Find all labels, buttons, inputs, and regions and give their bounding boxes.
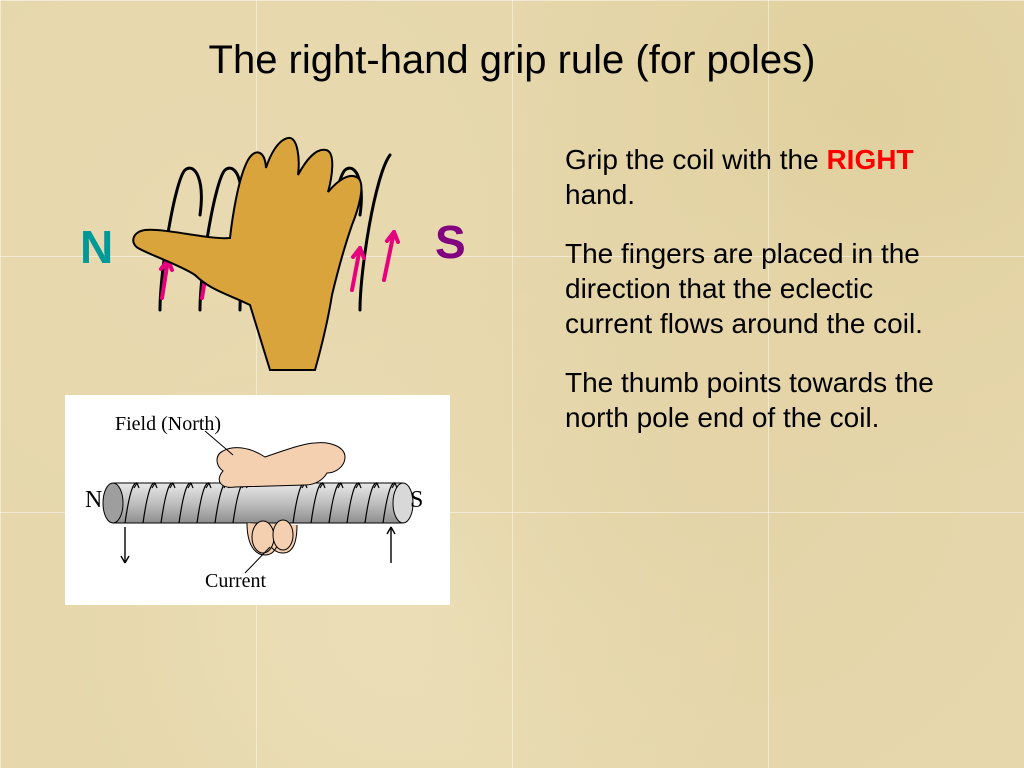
south-label-2: S — [410, 487, 423, 514]
p1-part-a: Grip the coil with the — [565, 144, 826, 175]
hand-coil-svg — [60, 120, 490, 380]
description-text: Grip the coil with the RIGHT hand. The f… — [565, 142, 960, 459]
hand-coil-illustration: N S — [60, 120, 490, 380]
p1-part-b: hand. — [565, 179, 635, 210]
paragraph-3: The thumb points towards the north pole … — [565, 365, 960, 435]
right-word: RIGHT — [826, 144, 913, 175]
south-pole-label: S — [435, 215, 466, 269]
solenoid-diagram: Field (North) Current N S — [65, 395, 450, 605]
paragraph-1: Grip the coil with the RIGHT hand. — [565, 142, 960, 212]
paragraph-2: The fingers are placed in the direction … — [565, 236, 960, 341]
page-title: The right-hand grip rule (for poles) — [0, 38, 1024, 83]
north-pole-label: N — [80, 220, 113, 274]
field-label: Field (North) — [115, 413, 221, 436]
slide: The right-hand grip rule (for poles) — [0, 0, 1024, 768]
north-label-2: N — [85, 487, 102, 514]
current-label: Current — [205, 570, 266, 593]
